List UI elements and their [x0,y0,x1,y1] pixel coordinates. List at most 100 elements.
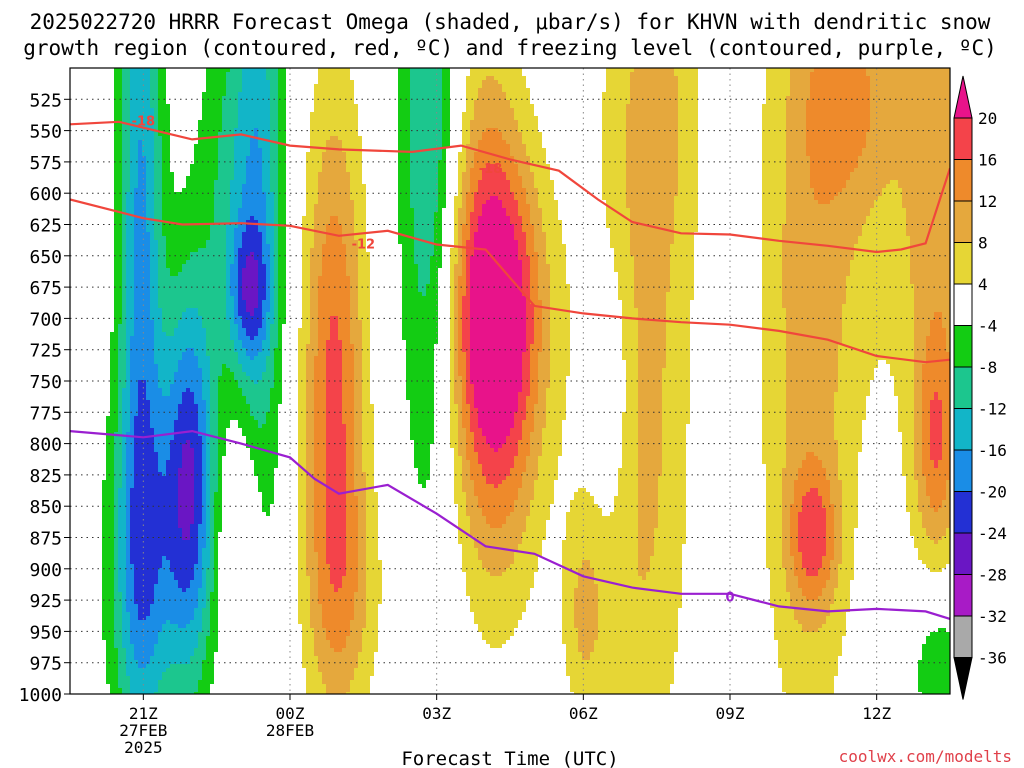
omega-cell [598,628,678,632]
omega-cell [458,316,462,320]
omega-cell [454,200,462,204]
omega-cell [466,580,534,584]
omega-cell [130,180,138,184]
omega-cell [658,524,686,528]
omega-cell [162,328,174,332]
omega-cell [150,292,158,296]
omega-cell [462,192,466,196]
omega-cell [442,108,450,112]
omega-cell [786,340,842,344]
omega-cell [298,328,310,332]
omega-cell [462,388,466,392]
omega-cell [214,204,230,208]
omega-cell [326,428,346,432]
omega-cell [198,248,226,252]
omega-cell [214,196,230,200]
omega-cell [602,104,626,108]
omega-cell [242,428,278,432]
omega-cell [218,176,234,180]
omega-cell [918,492,926,496]
omega-cell [638,568,650,572]
omega-cell [786,344,838,348]
omega-cell [306,556,318,560]
omega-cell [126,520,130,524]
omega-cell [166,556,198,560]
omega-cell [518,496,534,500]
omega-cell [598,616,678,620]
omega-cell [638,348,666,352]
omega-cell [162,316,182,320]
omega-cell [126,192,134,196]
omega-cell [210,548,214,552]
omega-cell [638,544,654,548]
omega-cell [114,504,118,508]
omega-cell [542,432,562,436]
omega-cell [826,544,834,548]
omega-cell [470,228,478,232]
omega-cell [678,132,698,136]
omega-cell [458,192,462,196]
omega-cell [598,604,682,608]
omega-cell [818,456,838,460]
omega-cell [922,388,950,392]
omega-cell [310,132,358,136]
omega-cell [470,300,526,304]
omega-cell [634,268,670,272]
omega-cell [842,516,858,520]
omega-cell [498,128,518,132]
omega-cell [270,260,274,264]
omega-cell [214,540,218,544]
omega-cell [322,248,346,252]
omega-cell [234,240,242,244]
omega-cell [622,420,638,424]
omega-cell [190,620,202,624]
omega-cell [318,188,350,192]
omega-cell [918,484,926,488]
omega-cell [526,236,534,240]
omega-cell [214,216,230,220]
omega-cell [302,232,314,236]
omega-cell [278,212,286,216]
omega-cell [134,468,158,472]
omega-cell [622,436,638,440]
omega-cell [550,364,570,368]
omega-cell [346,496,358,500]
omega-cell [346,488,354,492]
omega-cell [254,380,258,384]
omega-cell [270,344,278,348]
omega-cell [302,324,310,328]
omega-cell [326,456,346,460]
omega-cell [562,592,574,596]
omega-cell [450,444,458,448]
omega-cell [454,240,458,244]
omega-cell [938,540,950,544]
omega-cell [262,308,270,312]
omega-cell [102,564,114,568]
omega-cell [454,488,462,492]
omega-cell [102,592,114,596]
omega-cell [786,168,810,172]
omega-cell [638,556,650,560]
omega-cell [834,400,866,404]
omega-cell [598,596,682,600]
omega-cell [678,120,698,124]
omega-cell [314,420,326,424]
omega-cell [470,428,482,432]
omega-cell [494,448,498,452]
omega-cell [818,200,830,204]
omega-cell [626,364,638,368]
omega-cell [826,532,834,536]
omega-cell [310,292,318,296]
omega-cell [198,412,206,416]
omega-cell [106,428,118,432]
omega-cell [338,320,350,324]
omega-cell [606,80,630,84]
omega-cell [354,204,366,208]
omega-cell [122,180,130,184]
omega-cell [462,472,470,476]
omega-cell [114,96,122,100]
omega-cell [278,120,286,124]
omega-cell [782,516,790,520]
omega-cell [790,72,810,76]
omega-cell [622,452,638,456]
